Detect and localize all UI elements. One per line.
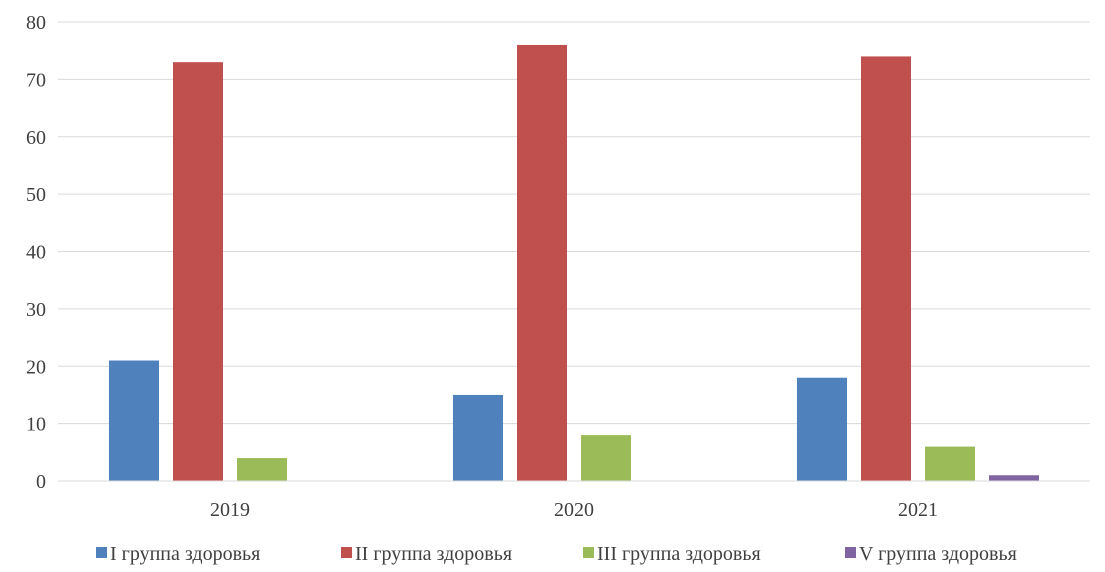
legend-swatch — [96, 547, 107, 558]
legend-item: III группа здоровья — [583, 543, 761, 565]
gridlines — [58, 21, 1090, 425]
legend-label: II группа здоровья — [355, 543, 512, 565]
legend-label: I группа здоровья — [110, 543, 260, 565]
y-tick-label: 60 — [26, 127, 46, 149]
legend-swatch — [845, 547, 856, 558]
y-tick-label: 30 — [26, 299, 46, 321]
y-tick-label: 70 — [26, 69, 46, 91]
y-tick-label: 20 — [26, 356, 46, 378]
y-tick-label: 80 — [26, 12, 46, 34]
bars — [109, 44, 1039, 482]
bar-2019-series-2 — [173, 62, 223, 481]
y-tick-label: 40 — [26, 242, 46, 264]
y-tick-label: 0 — [36, 471, 46, 493]
bar-2019-series-1 — [109, 360, 159, 481]
bar-2021-series-2 — [861, 56, 911, 482]
y-tick-label: 10 — [26, 414, 46, 436]
legend-item: V группа здоровья — [845, 543, 1017, 565]
legend-item: I группа здоровья — [96, 543, 260, 565]
legend: I группа здоровья II группа здоровья III г… — [96, 543, 1017, 565]
bar-2021-series-4 — [989, 475, 1039, 481]
bar-2020-series-3 — [581, 435, 631, 481]
bar-2020-series-1 — [453, 394, 503, 481]
legend-swatch — [583, 547, 594, 558]
y-tick-label: 50 — [26, 184, 46, 206]
x-tick-label: 2020 — [554, 499, 594, 521]
bar-2020-series-2 — [517, 44, 567, 481]
legend-label: III группа здоровья — [597, 543, 761, 565]
legend-item: II группа здоровья — [341, 543, 512, 565]
x-tick-label: 2021 — [898, 499, 938, 521]
bar-2019-series-3 — [237, 458, 287, 481]
x-tick-label: 2019 — [210, 499, 250, 521]
y-axis-ticks: 0 10 20 30 40 50 60 70 80 — [26, 12, 46, 493]
legend-swatch — [341, 547, 352, 558]
bar-2021-series-1 — [797, 377, 847, 481]
x-axis-ticks: 2019 2020 2021 — [210, 499, 938, 521]
legend-label: V группа здоровья — [859, 543, 1017, 565]
bar-2021-series-3 — [925, 446, 975, 481]
